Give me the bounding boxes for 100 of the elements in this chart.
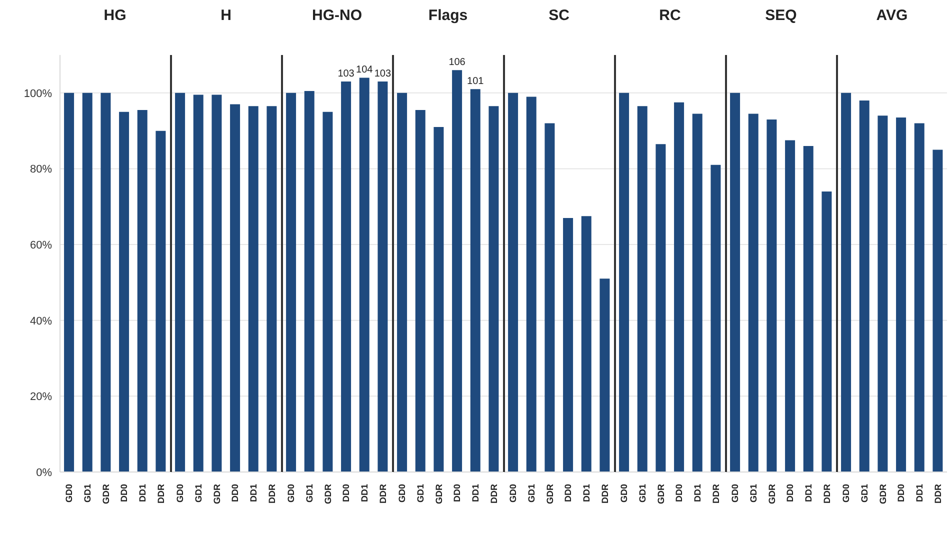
chart-title: AVG: [875, 6, 909, 26]
bar: [803, 146, 814, 472]
x-tick-label: GDR: [212, 484, 222, 504]
bar: [563, 218, 574, 472]
chart-title: SEQ: [764, 6, 798, 26]
x-tick-label: DDR: [600, 484, 610, 504]
bar: [488, 106, 499, 472]
x-tick-label: GD0: [286, 484, 296, 503]
bar: [730, 92, 740, 472]
chart-title: HG: [102, 6, 128, 26]
bar: [341, 82, 352, 472]
x-tick-label: DD0: [452, 484, 462, 502]
x-tick-label: GDR: [434, 484, 444, 504]
x-tick-label: DDR: [378, 484, 388, 504]
x-tick-label: GD1: [748, 484, 758, 503]
bar: [304, 91, 314, 472]
x-tick-label: DDR: [932, 484, 943, 504]
data-label: 106: [448, 57, 466, 68]
x-tick-label: DDR: [488, 484, 499, 504]
data-label: 101: [467, 76, 484, 88]
y-tick-label: 80%: [30, 164, 52, 176]
x-tick-label: DD0: [785, 484, 796, 502]
bar: [156, 130, 166, 472]
bar: [434, 127, 444, 472]
chart-title: H: [220, 6, 232, 26]
x-tick-label: GD0: [508, 484, 518, 503]
x-tick-label: GD0: [175, 484, 186, 503]
data-label: 104: [356, 64, 374, 76]
x-tick-label: GD1: [82, 484, 92, 503]
bar: [82, 92, 92, 472]
x-tick-label: DD0: [563, 484, 574, 502]
y-tick-label: 100%: [24, 88, 52, 100]
bar: [692, 114, 702, 472]
bar: [378, 82, 388, 472]
x-tick-label: DD0: [896, 484, 906, 502]
chart-title: RC: [658, 6, 682, 26]
y-tick-label: 0%: [36, 466, 52, 479]
chart-title: HG-NO: [311, 6, 363, 26]
bar: [656, 144, 666, 472]
x-tick-label: DD0: [674, 484, 684, 502]
x-tick-label: GDR: [544, 484, 555, 504]
bar: [452, 70, 462, 472]
x-tick-label: GDR: [322, 484, 333, 504]
bar: [822, 191, 832, 472]
bar: [544, 123, 555, 472]
bar: [748, 114, 758, 472]
x-tick-label: GD0: [64, 484, 74, 503]
x-tick-label: DD1: [360, 484, 370, 502]
bar: [508, 92, 518, 472]
x-tick-label: DDR: [156, 484, 166, 504]
x-tick-label: GD0: [619, 484, 630, 503]
bar: [137, 110, 148, 472]
chart-title: SC: [548, 6, 570, 26]
bar: [119, 112, 130, 472]
bar: [526, 96, 536, 472]
x-tick-label: DDR: [266, 484, 277, 504]
x-tick-label: GD0: [841, 484, 852, 503]
x-tick-label: DD0: [230, 484, 240, 502]
bar: [600, 278, 610, 472]
bar: [64, 92, 74, 472]
y-tick-label: 20%: [30, 391, 52, 404]
x-tick-label: DD1: [914, 484, 924, 502]
y-tick-label: 40%: [30, 315, 52, 328]
x-tick-label: GD1: [638, 484, 648, 503]
bar: [674, 102, 684, 472]
x-tick-label: GD0: [730, 484, 740, 503]
x-tick-label: DD1: [582, 484, 592, 502]
bar: [581, 216, 592, 472]
bar: [322, 112, 333, 472]
x-tick-label: DD1: [692, 484, 702, 502]
bar: [397, 92, 408, 472]
chart-title: Flags: [427, 6, 469, 26]
bar: [637, 106, 648, 472]
x-tick-label: DD1: [248, 484, 258, 502]
x-tick-label: DDR: [710, 484, 721, 504]
data-label: 103: [338, 68, 355, 80]
y-tick-label: 60%: [30, 239, 52, 252]
x-tick-label: DD1: [138, 484, 148, 502]
bar: [766, 119, 777, 472]
x-tick-label: DDR: [822, 484, 832, 504]
bar: [286, 92, 296, 472]
bar: [785, 140, 796, 472]
x-tick-label: DD1: [470, 484, 480, 502]
bar: [100, 92, 111, 472]
bar: [359, 78, 370, 472]
x-tick-label: GDR: [656, 484, 666, 504]
x-tick-label: GD1: [194, 484, 204, 503]
x-tick-label: GDR: [766, 484, 777, 504]
x-tick-label: GD1: [416, 484, 426, 503]
x-tick-label: GD1: [526, 484, 536, 503]
x-tick-label: GDR: [100, 484, 111, 504]
data-label: 103: [374, 68, 392, 80]
x-tick-label: DD0: [119, 484, 130, 502]
bar: [415, 110, 426, 472]
bar: [619, 92, 630, 472]
x-tick-label: DD0: [341, 484, 352, 502]
x-tick-label: GDR: [878, 484, 888, 504]
x-tick-label: DD1: [804, 484, 814, 502]
x-tick-label: GD0: [397, 484, 408, 503]
x-tick-label: GD1: [860, 484, 870, 503]
